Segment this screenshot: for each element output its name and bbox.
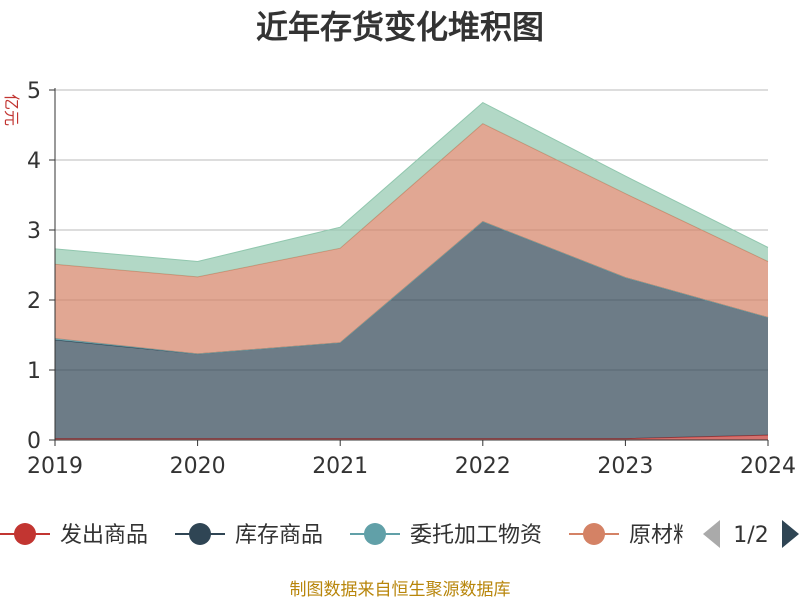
legend-label: 库存商品 <box>235 523 323 548</box>
legend-label: 原材料 <box>629 523 695 548</box>
source-footnote: 制图数据来自恒生聚源数据库 <box>290 580 511 600</box>
legend-label: 发出商品 <box>60 523 148 548</box>
y-tick-label: 4 <box>27 149 41 174</box>
series-line-4 <box>54 101 769 263</box>
y-tick-label: 0 <box>27 429 41 454</box>
legend-marker <box>14 523 36 545</box>
legend: 发出商品 库存商品 委托加工物资 原材料 <box>0 523 695 548</box>
legend-item[interactable]: 原材料 <box>569 523 695 548</box>
x-tick-label: 2021 <box>312 454 368 479</box>
legend-next-icon[interactable] <box>782 520 799 548</box>
legend-prev-icon[interactable] <box>703 520 720 548</box>
x-tick-label: 2019 <box>27 454 83 479</box>
y-axis-label: 亿元 <box>2 94 21 126</box>
y-tick-label: 5 <box>27 79 41 104</box>
y-tick-label: 1 <box>27 359 41 384</box>
legend-marker <box>364 523 386 545</box>
series-area-1 <box>55 221 768 439</box>
chart-title: 近年存货变化堆积图 <box>256 8 544 46</box>
legend-marker <box>189 523 211 545</box>
y-tick-label: 2 <box>27 289 41 314</box>
legend-marker <box>583 523 605 545</box>
legend-item[interactable]: 库存商品 <box>175 523 323 548</box>
series-area-4 <box>55 102 768 277</box>
x-tick-label: 2022 <box>455 454 511 479</box>
legend-item[interactable]: 委托加工物资 <box>350 523 542 548</box>
series-area-3 <box>55 123 768 354</box>
y-tick-label: 3 <box>27 219 41 244</box>
legend-item[interactable]: 发出商品 <box>0 523 148 548</box>
legend-page-indicator: 1/2 <box>733 523 768 548</box>
x-tick-label: 2020 <box>170 454 226 479</box>
x-tick-label: 2023 <box>597 454 653 479</box>
x-tick-label: 2024 <box>740 454 796 479</box>
legend-label: 委托加工物资 <box>410 523 542 548</box>
